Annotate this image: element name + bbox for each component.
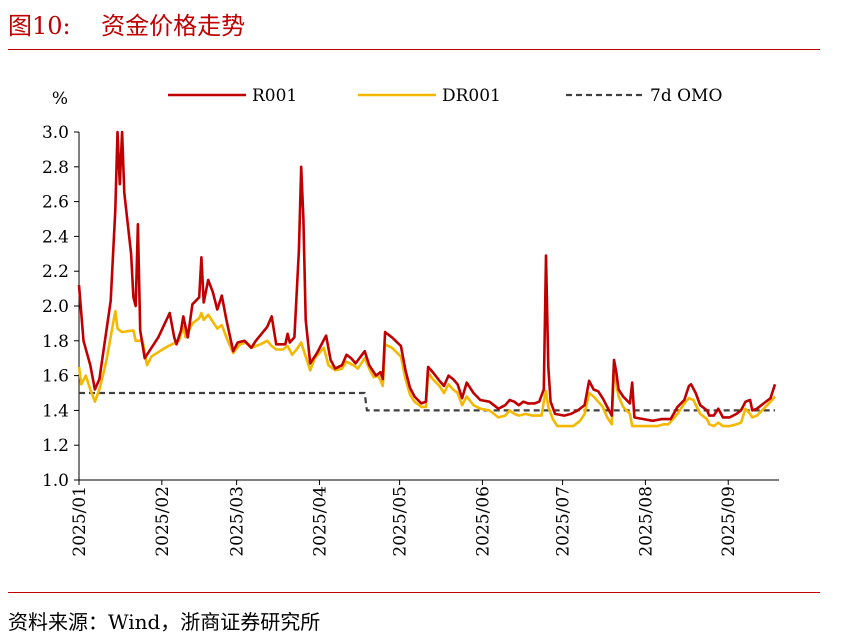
x-tick-label: 2025/03 xyxy=(228,486,248,557)
x-tick-label: 2025/01 xyxy=(70,486,90,557)
y-tick-label: 3.0 xyxy=(42,123,69,143)
y-tick-label: 2.0 xyxy=(42,297,69,317)
x-tick-label: 2025/07 xyxy=(554,486,574,557)
legend-label: 7d OMO xyxy=(650,86,722,106)
y-tick-label: 1.8 xyxy=(42,332,69,352)
y-axis-label: % xyxy=(52,89,68,109)
series-line-dr001 xyxy=(77,309,776,428)
x-axis: 2025/01 2025/02 2025/03 2025/04 2025/05 2025/… xyxy=(70,479,779,557)
y-tick-label: 2.2 xyxy=(42,262,69,282)
y-tick-label: 1.6 xyxy=(42,367,69,387)
x-tick-label: 2025/02 xyxy=(153,486,173,557)
y-tick-label: 2.6 xyxy=(42,193,69,213)
x-tick-label: 2025/06 xyxy=(473,486,493,557)
source-note: 资料来源：Wind，浙商证券研究所 xyxy=(8,610,321,634)
figure-title: 图10: 资金价格走势 xyxy=(8,12,246,40)
title-rule xyxy=(8,49,820,50)
series-layer xyxy=(77,130,777,428)
x-tick-label: 2025/05 xyxy=(391,486,411,557)
y-tick-label: 1.4 xyxy=(42,401,69,421)
series-line-r001 xyxy=(77,130,777,423)
x-tick-label: 2025/08 xyxy=(636,486,656,557)
footer-rule xyxy=(8,592,820,593)
line-chart: R001 DR001 7d OMO % 1.0 1.2 1.4 1.6 1.8 2.0 2.2 2… xyxy=(42,86,779,557)
x-tick-label: 2025/09 xyxy=(719,486,739,557)
y-tick-label: 2.8 xyxy=(42,158,69,178)
legend-label: DR001 xyxy=(442,86,501,106)
x-tick-label: 2025/04 xyxy=(310,486,330,557)
legend-label: R001 xyxy=(252,86,297,106)
series-line-7d-omo xyxy=(79,391,775,412)
legend: R001 DR001 7d OMO xyxy=(168,86,722,106)
y-tick-label: 1.0 xyxy=(42,471,69,491)
y-tick-label: 2.4 xyxy=(42,227,69,247)
y-tick-label: 1.2 xyxy=(42,436,69,456)
y-axis: 1.0 1.2 1.4 1.6 1.8 2.0 2.2 2.4 2.6 2.8 3.0 xyxy=(42,123,80,491)
